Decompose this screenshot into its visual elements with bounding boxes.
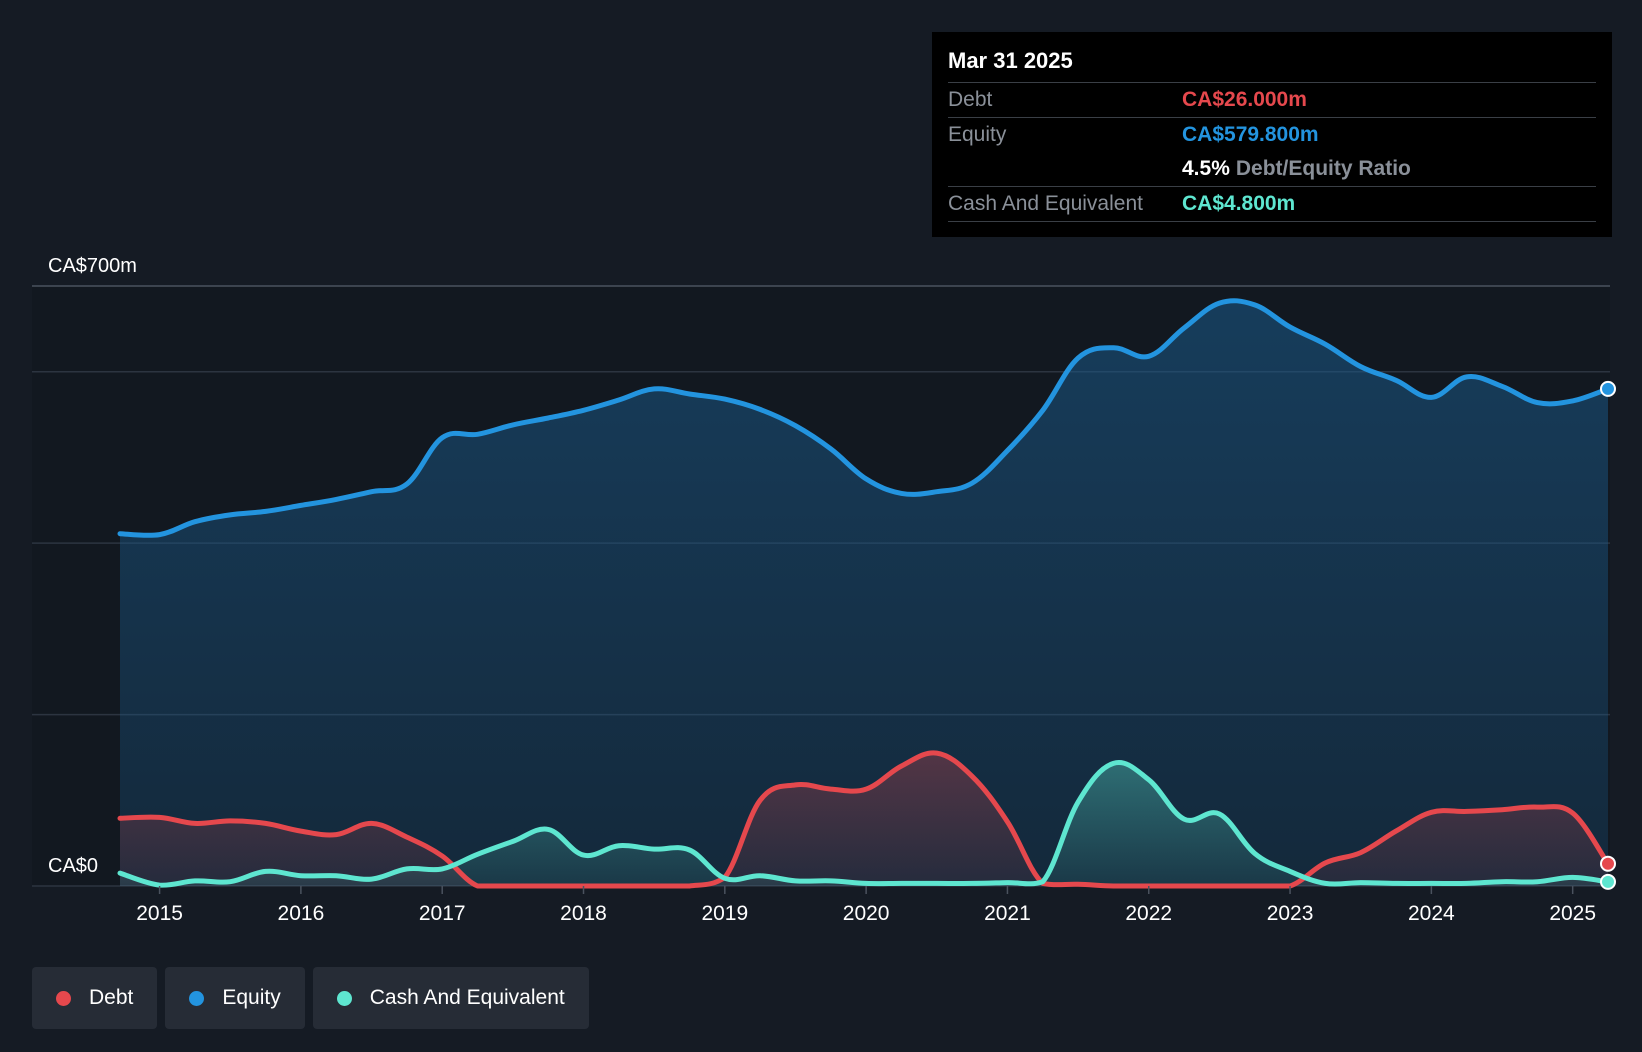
x-tick-label-2021: 2021: [984, 902, 1031, 925]
tooltip: Mar 31 2025 Debt CA$26.000m Equity CA$57…: [932, 32, 1612, 237]
legend: Debt Equity Cash And Equivalent: [32, 967, 589, 1029]
line-cash: [117, 760, 1611, 888]
line-debt: [117, 750, 1611, 889]
legend-item-cash[interactable]: Cash And Equivalent: [312, 967, 589, 1029]
x-tick-label-2023: 2023: [1267, 902, 1314, 925]
axis-labels: CA$700m CA$0 2015 2016 2017 2018 2019 2020 2021 2…: [48, 255, 1596, 925]
tooltip-row-ratio: 4.5% Debt/Equity Ratio: [948, 152, 1596, 187]
line-equity: [117, 298, 1611, 538]
x-tick-label-2016: 2016: [278, 902, 325, 925]
end-markers: [1600, 380, 1616, 890]
x-tick-label-2025: 2025: [1549, 902, 1596, 925]
area-equity: [120, 300, 1608, 886]
x-tick-label-2022: 2022: [1125, 902, 1172, 925]
series-lines: [117, 298, 1611, 889]
tooltip-ratio-label: Debt/Equity Ratio: [1235, 157, 1411, 180]
area-debt: [120, 752, 1608, 886]
legend-label-equity: Equity: [222, 986, 281, 1009]
y-tick-label-0: CA$0: [48, 855, 98, 877]
legend-dot-equity: [189, 990, 205, 1006]
tooltip-date: Mar 31 2025: [948, 46, 1596, 83]
tooltip-equity-label: Equity: [948, 123, 1007, 146]
end-marker-debt: [1600, 855, 1616, 872]
y-tick-label-700: CA$700m: [48, 255, 137, 277]
x-tick-label-2017: 2017: [419, 902, 466, 925]
tooltip-row-equity: Equity CA$579.800m: [948, 118, 1596, 152]
legend-label-cash: Cash And Equivalent: [369, 986, 565, 1009]
tooltip-cash-value: CA$4.800m: [1182, 192, 1296, 215]
x-tick-label-2018: 2018: [560, 902, 607, 925]
tooltip-row-debt: Debt CA$26.000m: [948, 83, 1596, 118]
tooltip-cash-label: Cash And Equivalent: [948, 192, 1143, 215]
legend-item-debt[interactable]: Debt: [32, 967, 158, 1029]
x-tick-label-2019: 2019: [701, 902, 748, 925]
end-marker-equity: [1600, 380, 1616, 397]
x-tick-label-2015: 2015: [136, 902, 183, 925]
area-cash: [120, 762, 1608, 886]
end-marker-cash: [1600, 873, 1616, 890]
x-tick-label-2020: 2020: [843, 902, 890, 925]
legend-dot-debt: [56, 990, 71, 1006]
tooltip-ratio-value: 4.5%: [1182, 157, 1230, 180]
x-tick-label-2024: 2024: [1408, 902, 1455, 925]
tooltip-debt-value: CA$26.000m: [1182, 88, 1307, 111]
tooltip-equity-value: CA$579.800m: [1182, 123, 1319, 146]
legend-dot-cash: [336, 990, 352, 1006]
series-areas: [120, 300, 1608, 886]
legend-item-equity[interactable]: Equity: [165, 967, 305, 1029]
legend-label-debt: Debt: [89, 986, 134, 1009]
tooltip-debt-label: Debt: [948, 88, 993, 111]
tooltip-row-cash: Cash And Equivalent CA$4.800m: [948, 187, 1596, 222]
